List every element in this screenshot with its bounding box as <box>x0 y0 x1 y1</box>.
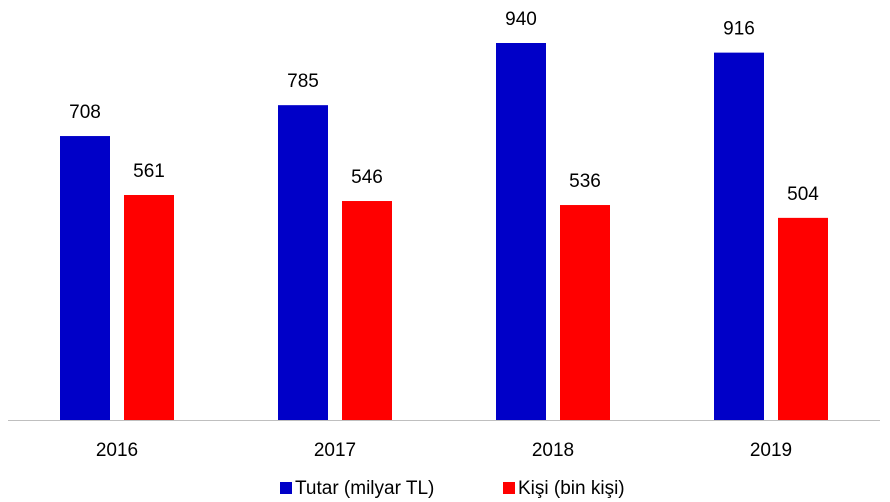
value-label: 561 <box>133 161 165 182</box>
x-tick-label: 2019 <box>750 440 792 461</box>
bar <box>124 195 174 420</box>
bar <box>342 201 392 420</box>
bar <box>496 43 546 420</box>
bar <box>560 205 610 420</box>
bar <box>778 217 828 420</box>
x-tick-label: 2016 <box>96 440 138 461</box>
legend-swatch <box>503 482 515 494</box>
x-tick-label: 2017 <box>314 440 356 461</box>
value-label: 546 <box>351 167 383 188</box>
value-label: 504 <box>787 184 819 205</box>
value-label: 536 <box>569 171 601 192</box>
value-label: 916 <box>723 19 755 40</box>
bar <box>714 52 764 421</box>
legend-swatch <box>280 482 292 494</box>
legend-label: Kişi (bin kişi) <box>518 478 625 499</box>
value-label: 785 <box>287 71 319 92</box>
bar <box>278 105 328 421</box>
bar <box>60 136 110 420</box>
value-label: 708 <box>69 102 101 123</box>
legend-label: Tutar (milyar TL) <box>295 478 434 499</box>
value-label: 940 <box>505 9 537 30</box>
x-tick-label: 2018 <box>532 440 574 461</box>
